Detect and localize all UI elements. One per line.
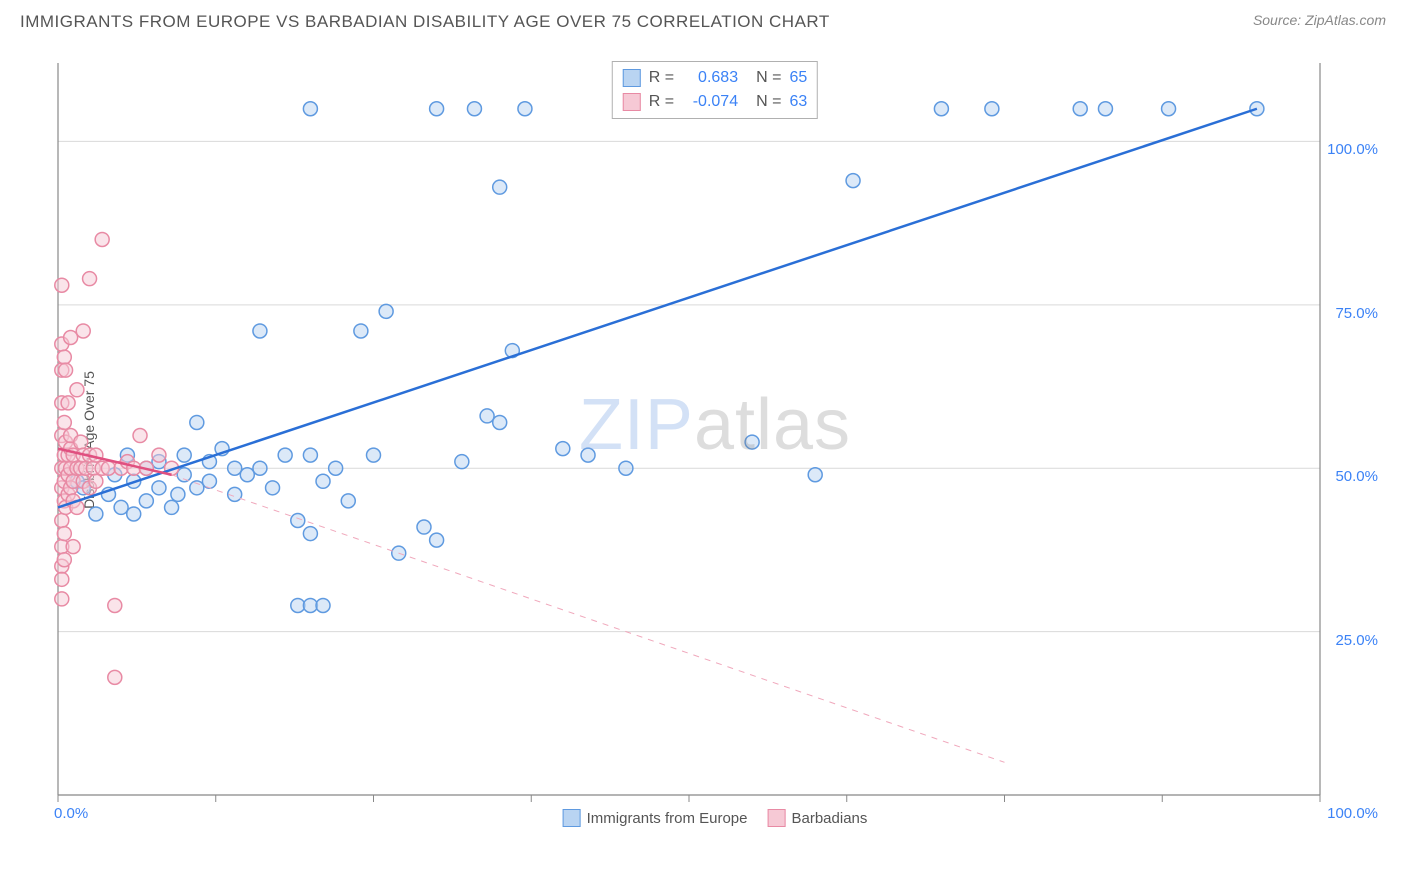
legend-swatch: [768, 809, 786, 827]
y-tick-label: 100.0%: [1327, 141, 1378, 158]
legend-swatch: [623, 93, 641, 111]
legend-label: Immigrants from Europe: [587, 810, 748, 827]
stat-r-label: R =: [649, 66, 674, 90]
stat-n-label: N =: [756, 66, 781, 90]
stat-r-label: R =: [649, 90, 674, 114]
stat-r-value: -0.074: [682, 90, 738, 114]
x-tick-label: 100.0%: [1327, 805, 1378, 822]
chart-area: Disability Age Over 75 ZIPatlas R =0.683…: [50, 55, 1380, 825]
y-tick-label: 75.0%: [1335, 305, 1378, 322]
bottom-legend: Immigrants from Europe Barbadians: [557, 809, 874, 827]
legend-label: Barbadians: [792, 810, 868, 827]
stat-n-value: 63: [789, 90, 807, 114]
stats-row: R = 0.683 N = 65: [623, 66, 807, 90]
y-tick-label: 50.0%: [1335, 468, 1378, 485]
legend-item: Barbadians: [768, 809, 868, 827]
y-tick-label: 25.0%: [1335, 632, 1378, 649]
stats-legend-box: R = 0.683 N = 65 R = -0.074 N = 63: [612, 61, 818, 119]
x-tick-label: 0.0%: [54, 805, 88, 822]
legend-item: Immigrants from Europe: [563, 809, 748, 827]
stat-n-label: N =: [756, 90, 781, 114]
chart-title: IMMIGRANTS FROM EUROPE VS BARBADIAN DISA…: [20, 12, 830, 32]
chart-source: Source: ZipAtlas.com: [1253, 12, 1386, 28]
legend-swatch: [623, 69, 641, 87]
stat-n-value: 65: [789, 66, 807, 90]
stats-row: R = -0.074 N = 63: [623, 90, 807, 114]
legend-swatch: [563, 809, 581, 827]
chart-header: IMMIGRANTS FROM EUROPE VS BARBADIAN DISA…: [0, 0, 1406, 40]
stat-r-value: 0.683: [682, 66, 738, 90]
scatter-plot: [50, 55, 1380, 825]
